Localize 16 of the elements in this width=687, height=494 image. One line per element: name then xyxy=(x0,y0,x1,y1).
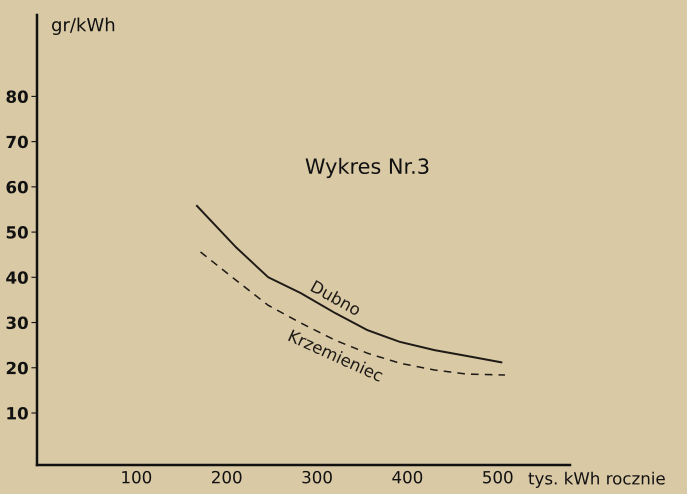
x-tick-label: 100 xyxy=(122,470,152,484)
x-axis-title: tys. kWh rocznie xyxy=(528,472,665,488)
x-tick-label: 300 xyxy=(302,470,332,484)
y-tick-label: 30 xyxy=(6,316,28,330)
y-tick-label: 60 xyxy=(6,180,28,194)
x-tick-label: 500 xyxy=(483,470,513,484)
y-tick-label: 10 xyxy=(7,406,28,420)
x-tick-label: 200 xyxy=(212,470,242,484)
text: Wykres Nr.3 xyxy=(306,158,428,178)
x-tick-label: 400 xyxy=(392,470,422,484)
y-tick-label: 80 xyxy=(6,90,28,103)
y-tick-label: 40 xyxy=(6,271,28,284)
y-tick-label: 70 xyxy=(6,136,28,148)
y-tick-label: 50 xyxy=(6,226,28,239)
y-tick-label: 20 xyxy=(6,362,28,374)
y-axis-title: gr/kWh xyxy=(52,18,114,35)
